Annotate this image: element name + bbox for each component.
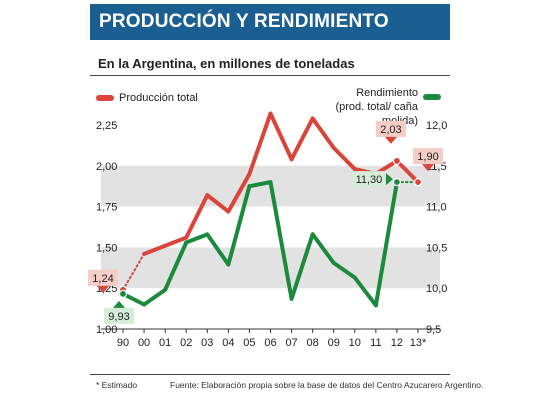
production-line-segment bbox=[247, 111, 273, 176]
right-axis-tick-label: 10,0 bbox=[426, 283, 447, 295]
callout-arrow bbox=[97, 285, 109, 293]
yield-line-segment bbox=[331, 260, 357, 280]
x-axis-tick-label: 10 bbox=[349, 337, 361, 349]
yield-legend-line1: Rendimiento bbox=[356, 87, 418, 99]
production-line-segment bbox=[205, 193, 231, 214]
production-line-segment bbox=[163, 235, 189, 248]
bottom-divider bbox=[90, 374, 450, 375]
production-line-segment bbox=[310, 116, 336, 150]
production-line-segment bbox=[122, 252, 146, 291]
x-axis-tick-label: 09 bbox=[328, 337, 340, 349]
production-legend-swatch bbox=[96, 95, 114, 101]
chart-subtitle: En la Argentina, en millones de tonelada… bbox=[98, 56, 355, 71]
yield-line-segment bbox=[268, 180, 294, 301]
yield-line-segment bbox=[226, 184, 252, 267]
production-line-segment bbox=[184, 193, 210, 240]
yield-line-segment bbox=[163, 240, 189, 292]
production-line-segment bbox=[142, 243, 168, 256]
production-line-segment bbox=[226, 171, 252, 214]
callout-arrow bbox=[384, 136, 397, 144]
x-axis-tick-label: 11 bbox=[370, 337, 381, 349]
right-axis-tick-label: 12,0 bbox=[426, 120, 447, 132]
yield-line-segment bbox=[310, 232, 336, 265]
callout-arrow bbox=[385, 173, 393, 186]
left-axis-tick-label: 1,50 bbox=[96, 242, 117, 254]
x-axis-tick-label: 00 bbox=[138, 337, 150, 349]
callout-box bbox=[375, 120, 406, 137]
yield-line-segment bbox=[184, 232, 210, 245]
yield-line-segment bbox=[289, 232, 315, 301]
grid-band bbox=[101, 247, 440, 289]
yield-line-segment bbox=[205, 232, 231, 267]
production-line-segment bbox=[394, 158, 420, 185]
estimate-footnote: * Estimado bbox=[96, 380, 138, 390]
right-axis-tick-label: 11,0 bbox=[426, 202, 447, 214]
production-point-marker bbox=[392, 156, 402, 166]
source-note: Fuente: Elaboración propia sobre la base… bbox=[170, 380, 484, 390]
x-axis-tick-label: 02 bbox=[180, 337, 192, 349]
x-axis-tick-label: 12 bbox=[391, 337, 403, 349]
page-title: PRODUCCIÓN Y RENDIMIENTO bbox=[90, 4, 450, 40]
data-label: 11,30 bbox=[356, 174, 383, 186]
x-axis-tick-label: 13* bbox=[410, 337, 427, 349]
data-label: 2,03 bbox=[380, 124, 401, 136]
x-axis-tick-label: 06 bbox=[264, 337, 276, 349]
data-label: 9,93 bbox=[108, 311, 129, 323]
x-axis-tick-label: 05 bbox=[243, 337, 255, 349]
yield-line-segment bbox=[373, 180, 399, 308]
callout-arrow bbox=[422, 164, 434, 172]
left-axis-tick-label: 1,75 bbox=[96, 202, 117, 214]
left-axis-tick-label: 2,00 bbox=[96, 161, 117, 173]
right-axis-tick-label: 9,5 bbox=[426, 324, 441, 336]
callout-box bbox=[413, 148, 443, 165]
callout-box bbox=[88, 269, 118, 286]
production-line-segment bbox=[289, 116, 315, 162]
data-label: 1,24 bbox=[92, 273, 113, 285]
top-divider bbox=[90, 75, 450, 76]
left-axis-tick-label: 1,00 bbox=[96, 324, 117, 336]
yield-point-marker bbox=[392, 178, 402, 187]
x-axis-tick-label: 07 bbox=[285, 337, 297, 349]
production-line-segment bbox=[331, 145, 357, 172]
production-legend-label: Producción total bbox=[119, 92, 198, 104]
x-axis-tick-label: 90 bbox=[117, 337, 129, 349]
yield-legend-swatch bbox=[423, 94, 441, 100]
callout-box bbox=[351, 171, 386, 188]
callout-arrow bbox=[113, 300, 125, 308]
x-axis-tick-label: 04 bbox=[222, 337, 234, 349]
yield-point-marker bbox=[118, 289, 128, 299]
data-label: 1,90 bbox=[417, 151, 438, 163]
left-axis-tick-label: 2,25 bbox=[96, 120, 117, 132]
yield-line-segment bbox=[247, 180, 273, 189]
production-line-segment bbox=[268, 111, 294, 162]
x-axis-tick-label: 03 bbox=[201, 337, 213, 349]
right-axis-tick-label: 10,5 bbox=[426, 242, 447, 254]
callout-box bbox=[104, 307, 134, 324]
x-axis-tick-label: 08 bbox=[307, 337, 319, 349]
yield-line-segment bbox=[352, 275, 378, 308]
x-axis-tick-label: 01 bbox=[159, 337, 171, 349]
yield-line-segment bbox=[142, 287, 168, 307]
production-point-marker bbox=[413, 178, 423, 187]
